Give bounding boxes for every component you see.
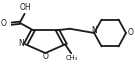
Text: OH: OH [19,3,31,12]
Text: O: O [127,28,133,37]
Text: N: N [91,26,97,35]
Text: N: N [18,40,24,48]
Text: CH₃: CH₃ [66,55,78,61]
Text: O: O [0,19,6,28]
Text: O: O [43,52,49,61]
